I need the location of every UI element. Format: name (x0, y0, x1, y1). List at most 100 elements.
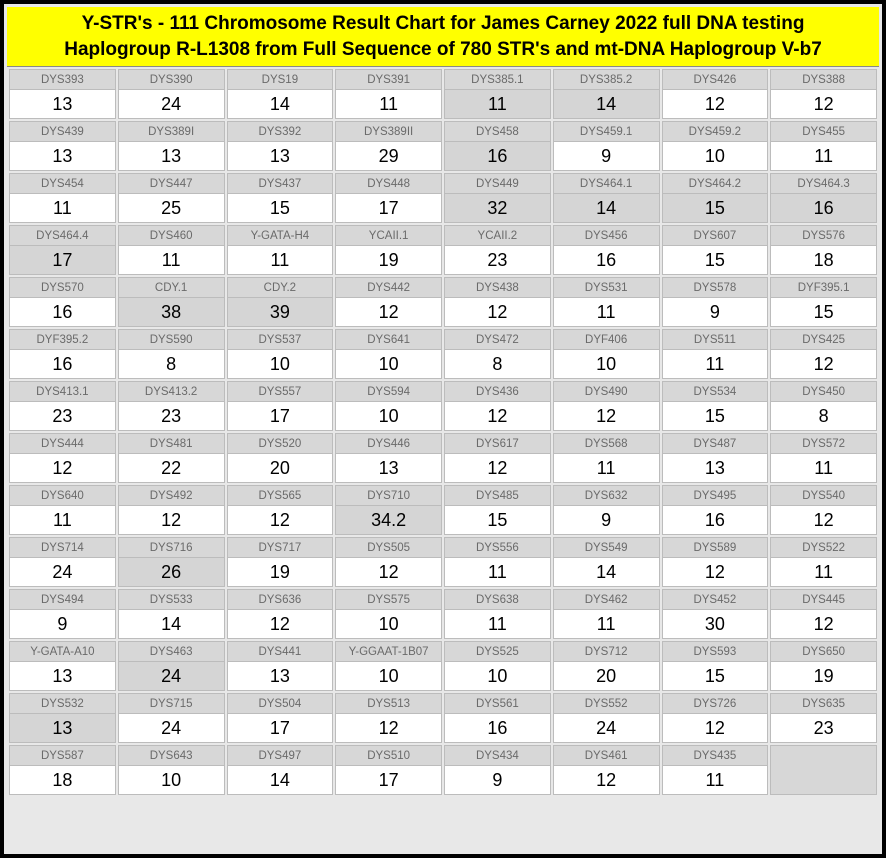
marker-cell: DYS65019 (770, 641, 877, 691)
marker-cell: DYS57618 (770, 225, 877, 275)
marker-value: 13 (335, 453, 442, 483)
marker-cell: DYS71220 (553, 641, 660, 691)
marker-label: DYS716 (118, 537, 225, 557)
marker-label: DYS464.4 (9, 225, 116, 245)
marker-label: DYS495 (662, 485, 769, 505)
marker-value: 34.2 (335, 505, 442, 535)
marker-value: 14 (118, 609, 225, 639)
marker-label: DYS458 (444, 121, 551, 141)
marker-cell: DYS55224 (553, 693, 660, 743)
marker-value: 29 (335, 141, 442, 171)
marker-value: 17 (335, 193, 442, 223)
marker-value: 13 (118, 141, 225, 171)
marker-value: 38 (118, 297, 225, 327)
marker-value: 23 (9, 401, 116, 431)
marker-cell: Y-GATA-H411 (227, 225, 334, 275)
marker-value: 12 (553, 401, 660, 431)
marker-cell: DYS6329 (553, 485, 660, 535)
marker-cell: DYS459.210 (662, 121, 769, 171)
marker-cell: DYS39313 (9, 69, 116, 119)
marker-value: 11 (335, 89, 442, 119)
marker-cell: DYS464.114 (553, 173, 660, 223)
marker-cell: DYS61712 (444, 433, 551, 483)
marker-value: 10 (227, 349, 334, 379)
marker-cell: DYS45816 (444, 121, 551, 171)
marker-cell: DYS72612 (662, 693, 769, 743)
marker-cell: DYS57211 (770, 433, 877, 483)
marker-label: DYS449 (444, 173, 551, 193)
marker-value: 11 (553, 609, 660, 639)
marker-cell: DYS43812 (444, 277, 551, 327)
marker-cell: CDY.138 (118, 277, 225, 327)
marker-value: 12 (227, 505, 334, 535)
chart-header: Y-STR's - 111 Chromosome Result Chart fo… (7, 7, 879, 67)
marker-label: DYS497 (227, 745, 334, 765)
marker-value: 10 (335, 661, 442, 691)
marker-cell: DYS71626 (118, 537, 225, 587)
marker-cell: Y-GGAAT-1B0710 (335, 641, 442, 691)
marker-value: 10 (335, 609, 442, 639)
marker-label: DYS570 (9, 277, 116, 297)
marker-label: DYS464.2 (662, 173, 769, 193)
marker-cell: DYS464.316 (770, 173, 877, 223)
str-chart-page: Y-STR's - 111 Chromosome Result Chart fo… (0, 0, 886, 858)
marker-cell: DYS39213 (227, 121, 334, 171)
marker-label: DYS532 (9, 693, 116, 713)
marker-label: DYS434 (444, 745, 551, 765)
marker-cell: DYS71424 (9, 537, 116, 587)
marker-cell: DYS59410 (335, 381, 442, 431)
marker-cell: DYS56811 (553, 433, 660, 483)
marker-cell: DYS53111 (553, 277, 660, 327)
marker-cell: DYS64310 (118, 745, 225, 795)
marker-value: 17 (9, 245, 116, 275)
marker-label: DYS617 (444, 433, 551, 453)
marker-label: DYS520 (227, 433, 334, 453)
marker-cell: DYS57016 (9, 277, 116, 327)
marker-cell: DYS42612 (662, 69, 769, 119)
marker-cell: DYS54012 (770, 485, 877, 535)
marker-label: DYS459.2 (662, 121, 769, 141)
marker-label: DYS572 (770, 433, 877, 453)
marker-label: DYS464.1 (553, 173, 660, 193)
marker-value: 14 (553, 193, 660, 223)
marker-label: DYS455 (770, 121, 877, 141)
marker-cell: DYS39111 (335, 69, 442, 119)
marker-cell: DYS39024 (118, 69, 225, 119)
marker-label: DYS444 (9, 433, 116, 453)
marker-value: 15 (662, 193, 769, 223)
marker-label: DYS426 (662, 69, 769, 89)
marker-value: 14 (227, 89, 334, 119)
marker-label: DYS19 (227, 69, 334, 89)
marker-value: 19 (227, 557, 334, 587)
marker-cell: DYS49516 (662, 485, 769, 535)
marker-value: 12 (444, 297, 551, 327)
marker-value: 10 (335, 349, 442, 379)
marker-cell: DYS4508 (770, 381, 877, 431)
marker-value: 9 (9, 609, 116, 639)
marker-cell: DYS52510 (444, 641, 551, 691)
marker-label: DYS607 (662, 225, 769, 245)
marker-cell: DYS51017 (335, 745, 442, 795)
marker-value: 10 (553, 349, 660, 379)
marker-label: DYS441 (227, 641, 334, 661)
marker-cell: DYS71524 (118, 693, 225, 743)
marker-cell: DYS48122 (118, 433, 225, 483)
marker-label: DYS460 (118, 225, 225, 245)
marker-label: DYS715 (118, 693, 225, 713)
marker-value: 12 (227, 609, 334, 639)
marker-value: 11 (553, 297, 660, 327)
marker-cell: DYS46112 (553, 745, 660, 795)
marker-value: 10 (118, 765, 225, 795)
marker-cell: DYS46011 (118, 225, 225, 275)
marker-value: 11 (770, 141, 877, 171)
marker-label: DYS533 (118, 589, 225, 609)
marker-cell: DYS63612 (227, 589, 334, 639)
marker-label: DYS522 (770, 537, 877, 557)
marker-value: 14 (227, 765, 334, 795)
marker-cell: DYS4949 (9, 589, 116, 639)
marker-label: YCAII.1 (335, 225, 442, 245)
marker-cell: DYF40610 (553, 329, 660, 379)
marker-label: DYS504 (227, 693, 334, 713)
marker-value: 11 (770, 557, 877, 587)
marker-value: 11 (662, 349, 769, 379)
